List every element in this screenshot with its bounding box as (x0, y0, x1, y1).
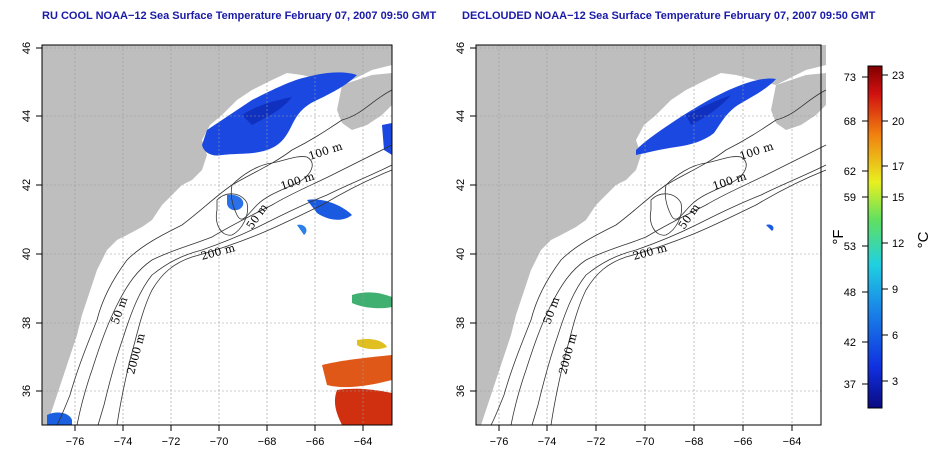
sst-cold-patch (636, 78, 776, 231)
f-tick-label: 62 (844, 166, 856, 178)
c-tick-label: 12 (892, 238, 904, 250)
c-tick-label: 17 (892, 161, 904, 173)
c-tick-label: 20 (892, 116, 904, 128)
y-tick-label: 40 (21, 248, 33, 260)
f-tick-label: 42 (844, 337, 856, 349)
colorbar-f-ticks: 73 68 62 59 53 48 42 37 (844, 72, 856, 391)
x-tick-label: −66 (734, 436, 753, 448)
colorbar-f-unit: °F (830, 229, 847, 244)
y-tick-labels: 46 44 42 40 38 36 (455, 42, 467, 397)
x-tick-label: −70 (636, 436, 655, 448)
x-tick-label: −68 (258, 436, 277, 448)
x-tick-label: −66 (306, 436, 325, 448)
panel-title-left: RU COOL NOAA−12 Sea Surface Temperature … (42, 10, 437, 22)
x-tick-label: −76 (66, 436, 85, 448)
colorbar-gradient (867, 65, 883, 409)
f-tick-label: 73 (844, 72, 856, 84)
map-frame (41, 44, 393, 426)
sst-warm-patch (47, 292, 392, 425)
y-tick-label: 42 (21, 179, 33, 191)
x-tick-label: −64 (783, 436, 802, 448)
f-tick-label: 48 (844, 287, 856, 299)
x-tick-label: −74 (538, 436, 557, 448)
panel-title-right: DECLOUDED NOAA−12 Sea Surface Temperatur… (462, 10, 876, 22)
x-tick-label: −76 (490, 436, 509, 448)
x-tick-label: −72 (162, 436, 181, 448)
f-tick-label: 59 (844, 192, 856, 204)
x-tick-labels: −76 −74 −72 −70 −68 −66 −64 (490, 436, 802, 448)
map-panel-left: 100 m 100 m 50 m 200 m 50 m 2000 m −76 −… (21, 42, 393, 448)
y-tick-label: 44 (455, 110, 467, 122)
y-tick-labels: 46 44 42 40 38 36 (21, 42, 33, 397)
x-tick-label: −64 (354, 436, 373, 448)
f-tick-label: 37 (844, 379, 856, 391)
y-tick-label: 42 (455, 179, 467, 191)
x-tick-labels: −76 −74 −72 −70 −68 −66 −64 (66, 436, 373, 448)
y-tick-label: 46 (21, 42, 33, 54)
c-tick-label: 15 (892, 192, 904, 204)
colorbar-c-unit: °C (915, 231, 932, 248)
temperature-colorbar: 73 68 62 59 53 48 42 37 23 20 17 15 12 9… (830, 65, 932, 409)
c-tick-label: 6 (892, 330, 898, 342)
f-tick-label: 68 (844, 116, 856, 128)
x-tick-label: −70 (210, 436, 229, 448)
colorbar-c-ticks: 23 20 17 15 12 9 6 3 (892, 70, 904, 388)
y-tick-label: 38 (21, 317, 33, 329)
y-tick-label: 36 (455, 385, 467, 397)
x-tick-label: −72 (587, 436, 606, 448)
y-tick-label: 46 (455, 42, 467, 54)
y-tick-label: 44 (21, 110, 33, 122)
c-tick-label: 3 (892, 376, 898, 388)
f-tick-label: 53 (844, 241, 856, 253)
c-tick-label: 23 (892, 70, 904, 82)
c-tick-label: 9 (892, 284, 898, 296)
lat-lon-grid (42, 45, 392, 425)
x-tick-label: −68 (685, 436, 704, 448)
y-tick-label: 38 (455, 317, 467, 329)
map-frame (475, 44, 822, 426)
map-panel-right: 100 m 100 m 50 m 200 m 50 m 2000 m −76 −… (455, 42, 827, 448)
y-tick-label: 40 (455, 248, 467, 260)
x-tick-label: −74 (114, 436, 133, 448)
sst-cold-patch (202, 72, 392, 235)
y-tick-label: 36 (21, 385, 33, 397)
